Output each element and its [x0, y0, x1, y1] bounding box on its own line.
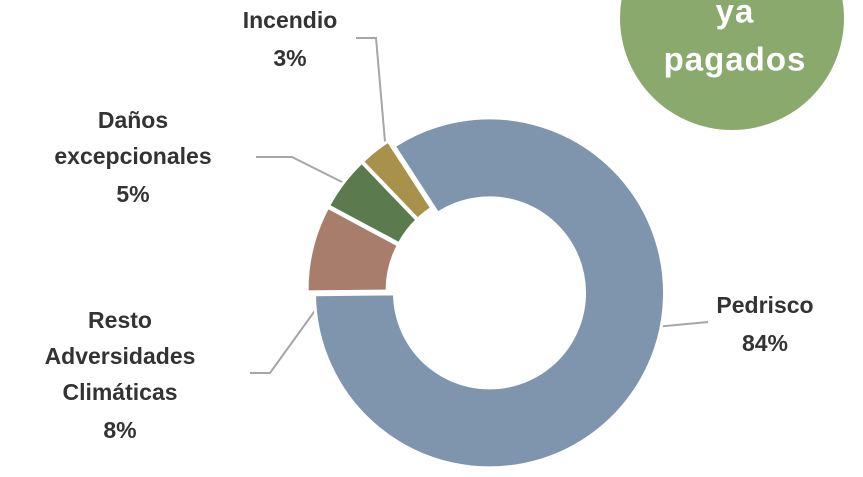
value-label: 84% [742, 330, 788, 356]
value-label: 8% [103, 417, 136, 443]
badge-text: pagados [664, 41, 807, 78]
badge [620, 0, 844, 130]
leader-line [356, 37, 389, 177]
badge-text: ya [716, 0, 755, 30]
category-label: Pedrisco [716, 292, 813, 318]
category-label: Daños excepcionales [54, 107, 211, 169]
value-label: 3% [273, 45, 306, 71]
category-label: Resto Adversidades Climáticas [45, 307, 196, 405]
donut-segment [313, 116, 667, 470]
value-label: 5% [116, 181, 149, 207]
donut-segment [360, 139, 434, 222]
donut-segment [305, 205, 401, 294]
category-label: Incendio [243, 7, 338, 33]
